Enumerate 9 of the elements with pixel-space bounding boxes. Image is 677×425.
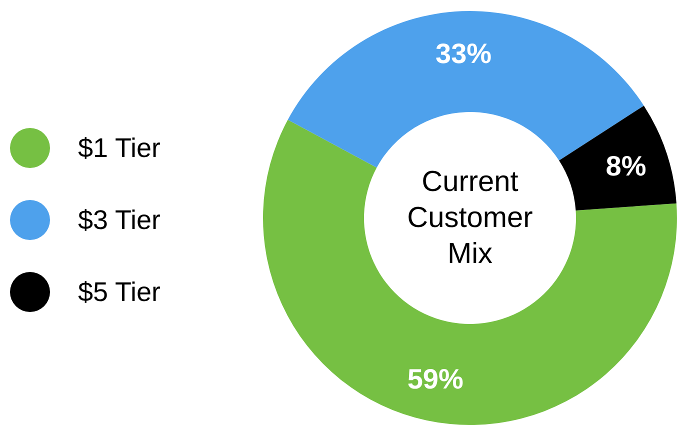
data-label: 8% [606, 150, 646, 182]
donut-slice [559, 106, 676, 210]
legend-label: $3 Tier [78, 205, 161, 235]
legend-label: $1 Tier [78, 133, 161, 163]
donut-slice [263, 120, 677, 425]
data-label: 59% [407, 363, 464, 394]
data-label: 33% [436, 38, 492, 70]
text: Current Customer Mix [407, 166, 534, 270]
legend-label: $5 Tier [78, 277, 161, 307]
